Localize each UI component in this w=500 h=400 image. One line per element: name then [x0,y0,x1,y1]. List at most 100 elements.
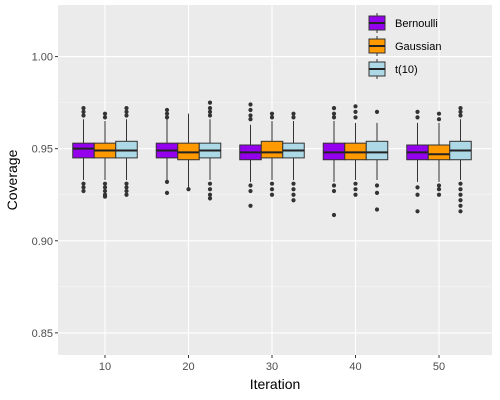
box-gaussian-30 [260,111,284,197]
y-axis-title: Coverage [4,149,20,210]
outlier-point [81,109,86,114]
outlier-point [248,107,253,113]
outlier-point [374,190,380,195]
outlier-point [269,181,275,186]
y-axis: 0.85 0.90 0.95 1.00 [32,52,58,340]
outlier-point [415,192,420,197]
outlier-point [291,198,296,203]
outlier-point [269,111,275,116]
outlier-point [291,115,296,120]
outlier-point [353,104,358,109]
plot-panel [58,5,492,355]
outlier-point [458,187,463,192]
outlier-point [207,196,213,201]
legend: Bernoulli Gaussian t(10) [368,13,441,79]
outlier-point [353,115,358,120]
outlier-point [164,179,170,184]
box-bernoulli-20 [155,107,179,195]
box-bernoulli-30 [239,102,262,208]
box-body [72,142,95,159]
x-tick-label: 50 [433,361,445,373]
outlier-point [207,113,213,118]
outlier-point [458,106,463,111]
outlier-point [374,207,380,212]
outlier-point [102,194,108,199]
outlier-point [331,212,337,218]
outlier-point [436,183,442,188]
outlier-point [248,183,253,188]
box-gaussian-40 [344,104,367,197]
outlier-point [458,181,463,186]
y-tick-label: 1.00 [32,52,53,64]
outlier-point [102,111,108,116]
box-t10-10 [115,106,138,197]
box-groups [72,100,472,218]
legend-key [368,13,386,33]
outlier-point [81,181,86,186]
outlier-point [458,209,463,214]
outlier-point [124,188,129,194]
outlier-point [248,113,253,118]
outlier-point [102,181,108,186]
x-axis: 10 20 30 40 50 [99,355,445,373]
outlier-point [353,187,358,192]
x-tick-label: 30 [266,361,278,373]
outlier-point [207,187,213,192]
outlier-point [331,188,337,194]
legend-label: Bernoulli [395,18,438,30]
minor-gridlines [58,102,492,288]
outlier-point [458,109,463,114]
box-bernoulli-10 [72,106,95,194]
outlier-point [124,113,129,118]
outlier-point [81,185,86,190]
outlier-point [102,115,108,120]
x-axis-title: Iteration [250,376,301,392]
outlier-point [331,106,337,111]
box-bernoulli-50 [406,109,429,214]
box-t10-20 [198,100,222,201]
y-tick-label: 0.90 [32,236,53,248]
outlier-point [164,107,170,113]
box-body [260,140,284,159]
x-tick-label: 40 [349,361,361,373]
x-tick-label: 20 [182,361,194,373]
outlier-point [415,185,420,190]
outlier-point [248,102,253,107]
y-tick-label: 0.85 [32,328,53,340]
box-t10-50 [449,106,472,214]
outlier-point [124,181,129,186]
outlier-point [415,209,420,214]
outlier-point [186,187,191,192]
outlier-point [207,192,213,197]
outlier-point [248,203,253,208]
outlier-point [436,187,442,192]
outlier-point [269,192,275,197]
outlier-point [458,192,463,197]
outlier-point [124,185,129,190]
outlier-point [102,188,108,194]
outlier-point [291,192,296,197]
outlier-point [436,117,442,122]
outlier-point [415,115,420,120]
outlier-point [81,113,86,118]
outlier-point [248,188,253,194]
outlier-point [458,198,463,203]
outlier-point [353,109,358,114]
box-gaussian-20 [177,113,200,192]
outlier-point [331,115,337,120]
outlier-point [291,111,296,116]
box-t10-30 [282,111,305,203]
box-body [427,144,451,161]
outlier-point [81,188,86,194]
outlier-point [374,183,380,188]
outlier-point [458,113,463,118]
legend-label: t(10) [395,64,418,76]
legend-key [368,59,386,79]
outlier-point [436,111,442,116]
outlier-point [164,190,170,195]
legend-label: Gaussian [395,41,441,53]
outlier-point [248,117,253,122]
outlier-point [331,111,337,116]
box-gaussian-10 [93,111,117,199]
